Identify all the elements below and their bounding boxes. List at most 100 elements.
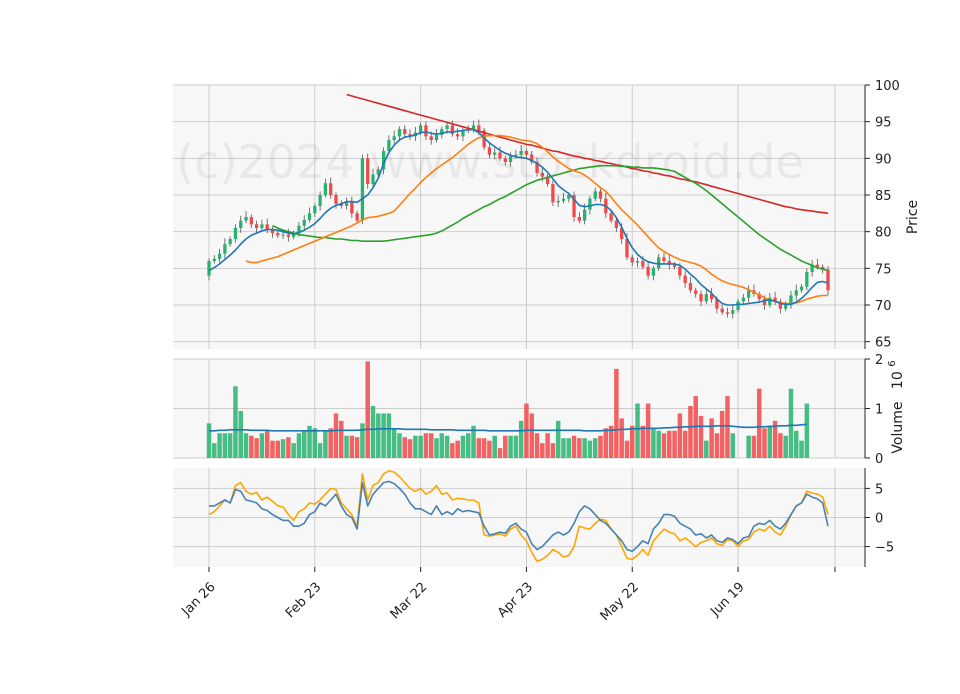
volume-bar	[508, 435, 513, 458]
candle-body	[344, 202, 349, 206]
candle-body	[551, 184, 555, 203]
volume-bar	[614, 368, 619, 458]
volume-bar	[714, 433, 720, 458]
candle-body	[530, 154, 534, 162]
volume-bar	[312, 428, 318, 458]
volume-bar	[370, 406, 376, 458]
volume-bar	[360, 423, 365, 458]
candle-body	[757, 294, 761, 300]
volume-bar	[772, 420, 778, 458]
candle-body	[778, 301, 783, 309]
volume-bar	[227, 433, 233, 458]
candle-body	[535, 162, 539, 173]
candle-body	[418, 125, 423, 133]
volume-bar	[275, 440, 281, 458]
candle-body	[212, 258, 216, 261]
volume-bar	[661, 433, 667, 458]
volume-bar	[291, 443, 296, 458]
volume-tick-label: 2	[875, 353, 883, 368]
candle-body	[297, 225, 301, 234]
volume-bar	[640, 425, 646, 458]
candle-body	[545, 176, 550, 184]
volume-bar	[799, 440, 804, 458]
candle-body	[233, 228, 238, 239]
volume-bar	[794, 430, 799, 458]
candle-body	[704, 294, 708, 302]
candle-body	[667, 261, 671, 265]
volume-bar	[307, 425, 312, 458]
volume-bar	[503, 435, 508, 458]
candle-body	[286, 234, 290, 237]
candle-body	[651, 268, 656, 276]
x-tick-label: Mar 22	[388, 580, 431, 623]
candle-body	[646, 266, 650, 276]
volume-bar	[323, 430, 328, 458]
volume-bar	[651, 428, 656, 458]
candle-body	[657, 257, 661, 269]
volume-bar	[280, 439, 286, 458]
volume-bar	[529, 413, 534, 458]
candle-body	[593, 191, 597, 199]
volume-bar	[233, 386, 238, 458]
volume-bar	[222, 433, 228, 458]
volume-bar	[709, 418, 714, 458]
volume-bar	[344, 435, 349, 458]
price-tick-label: 80	[875, 226, 892, 241]
volume-bar	[534, 433, 540, 458]
volume-bar	[487, 440, 492, 458]
candle-body	[805, 272, 809, 287]
price-tick-label: 100	[875, 79, 900, 94]
candle-body	[524, 151, 529, 155]
candle-body	[302, 219, 306, 226]
candle-body	[450, 125, 455, 135]
volume-bar	[434, 438, 439, 458]
ma-mid-line	[245, 134, 828, 305]
candle-body	[381, 151, 386, 170]
candle-body	[461, 130, 465, 137]
volume-bar	[212, 443, 217, 458]
candle-body	[387, 140, 391, 151]
volume-bar	[476, 438, 482, 458]
oscillator-orange-line	[208, 470, 829, 563]
volume-bar	[492, 435, 497, 458]
candle-body	[223, 244, 227, 254]
volume-bar	[582, 438, 587, 458]
candle-body	[556, 200, 560, 203]
candle-body	[625, 239, 629, 258]
volume-bar	[413, 435, 418, 458]
candle-body	[424, 125, 428, 137]
candle-body	[239, 220, 243, 228]
candle-body	[567, 195, 571, 199]
candle-body	[403, 129, 407, 135]
volume-bar	[513, 435, 519, 458]
volume-bar	[376, 413, 381, 458]
candle-body	[260, 224, 264, 228]
volume-bar	[238, 410, 243, 458]
candle-body	[493, 152, 497, 155]
volume-bar	[698, 415, 704, 458]
candle-body	[582, 209, 587, 221]
volume-bar	[518, 420, 524, 458]
oscillator-tick-label: −5	[875, 541, 894, 556]
candle-body	[747, 290, 751, 298]
candle-body	[508, 156, 513, 162]
volume-bar	[667, 430, 672, 458]
volume-bar	[540, 443, 545, 458]
candle-body	[614, 220, 619, 228]
candle-body	[265, 224, 269, 230]
volume-bar	[386, 413, 392, 458]
volume-bar	[243, 433, 249, 458]
volume-bar	[656, 430, 661, 458]
volume-bar	[672, 430, 677, 458]
candle-body	[477, 125, 481, 131]
volume-bar	[688, 406, 693, 458]
volume-bar	[762, 428, 767, 458]
volume-bar	[259, 433, 265, 458]
volume-bar	[349, 435, 355, 458]
candle-body	[514, 154, 518, 157]
volume-bar	[767, 425, 773, 458]
candle-body	[741, 297, 745, 302]
candle-body	[678, 266, 682, 276]
volume-bar	[677, 413, 683, 458]
